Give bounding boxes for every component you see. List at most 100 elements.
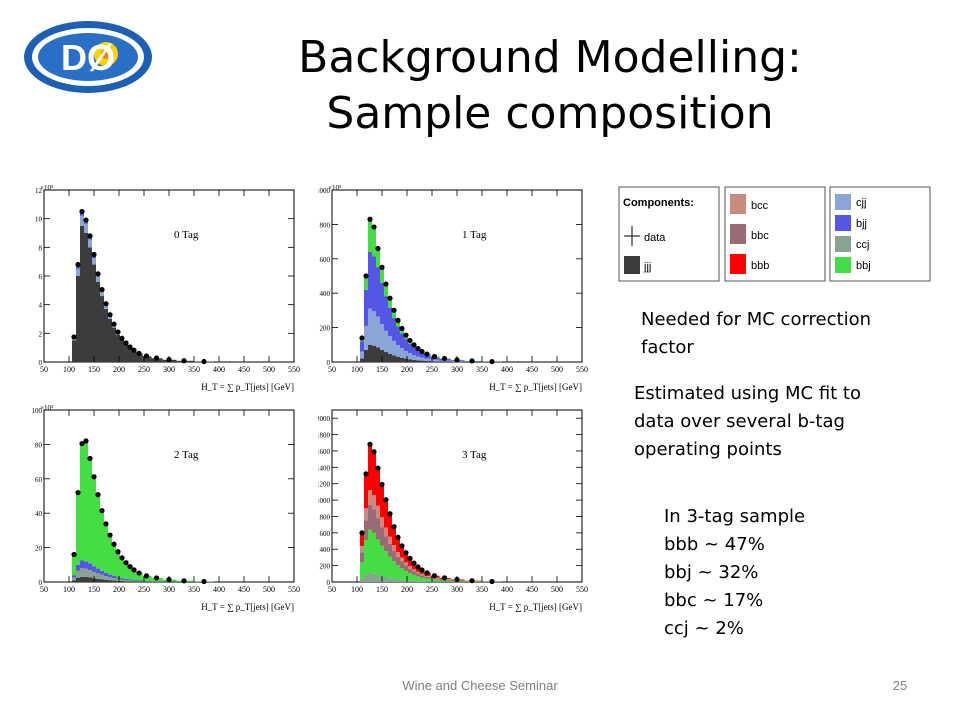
bar-cjj [430,359,440,362]
data-point [367,216,373,222]
x-axis-label: H_T = ∑ p_T[jets] [GeV] [201,602,294,612]
bar-bjj [404,339,408,351]
bar-bjj [424,355,431,359]
bar-bjj [76,564,80,571]
bar-ccj [84,568,88,578]
data-point [107,532,113,538]
y-tick-label: 80 [35,441,43,449]
bar-bjj [104,572,108,577]
bar-ccj [416,581,420,582]
bar-cjj [424,358,431,361]
data-point [431,573,438,579]
bar-bbj [388,298,392,308]
x-tick-label: 500 [551,365,563,374]
bar-bjj [100,570,104,575]
plot-title: 3 Tag [462,449,487,461]
y-tick-label: 800 [320,221,331,229]
x-tick-label: 50 [328,585,336,594]
bar-bbb [388,513,392,537]
data-point [419,348,425,355]
bar-bbj [72,554,76,576]
y-tick-label: 0 [327,579,331,587]
bar-jjj [128,348,132,362]
bar-bbb [408,558,412,567]
bar-bbj [380,545,384,577]
data-point [115,549,121,555]
bar-bjj [132,580,137,581]
data-point [419,567,425,573]
x-tick-label: 550 [576,365,588,374]
bar-cjj [412,355,416,360]
bar-bbb [400,545,404,558]
bar-bbj [376,248,380,268]
bar-bbc [400,561,404,569]
histogram-svg: 0 200 400 600 800 1000 50 100 150 200 250 300 350 400… [318,184,588,392]
data-point [399,543,405,549]
bar-bbj [360,562,364,579]
data-point [95,492,101,498]
bar-bbc [392,551,396,562]
data-point [143,573,150,579]
bar-ccj [404,580,408,582]
data-point [111,541,117,547]
bar-cjj [384,330,388,353]
histogram-svg: 0 2 4 6 8 10 12 50 100 150 200 250 300 350 400 450 500 55… [35,184,300,392]
bar-jjj [108,319,112,362]
data-point [201,358,207,365]
bar-bbj [108,535,112,575]
bar-ccj [136,581,143,582]
data-point [71,551,77,558]
bar-bbj [396,320,400,327]
bar-ccj [88,570,92,578]
plot-title: 0 Tag [174,229,199,241]
bar-cjj [76,268,80,276]
x-tick-label: 300 [163,585,175,594]
bar-ccj [364,574,368,582]
bar-bjj [384,296,388,331]
data-point [75,261,81,268]
data-point [403,550,409,556]
bar-bjj [400,333,404,349]
x-tick-label: 250 [138,585,150,594]
bar-bbj [120,557,124,579]
bar-bcc [408,566,412,569]
bar-jjj [100,579,104,582]
data-point [411,560,417,566]
data-point [119,555,125,561]
bar-bbj [84,440,88,562]
bar-bcc [420,573,425,576]
data-point [79,208,85,215]
bar-jjj [372,345,376,362]
data-point [424,351,430,357]
bar-bbj [116,551,120,578]
bar-bcc [360,545,364,553]
bar-bbc [380,527,384,546]
bar-bbj [384,284,388,297]
bar-jjj [112,580,116,582]
bar-bjj [120,578,124,580]
data-point [136,350,142,356]
bar-bjj [368,251,372,309]
bar-bbb [404,552,408,563]
legend-label-cjj: cjj [856,197,866,209]
data-point [127,344,133,350]
bar-ccj [372,573,376,582]
data-point [359,530,365,536]
data-point [399,325,405,332]
bar-bjj [408,343,412,354]
bar-bbc [360,552,364,563]
y-tick-label: 200 [320,563,331,571]
bar-bjj [112,575,116,579]
x-tick-label: 450 [238,365,250,374]
bar-jjj [396,356,400,362]
data-point [375,245,381,252]
data-point [91,474,97,480]
y-tick-label: 800 [320,513,331,521]
data-point [441,575,448,581]
bar-jjj [100,296,104,362]
legend-swatch-bjj [835,215,851,231]
y-tick-label: 1000 [318,187,331,195]
bar-bbj [384,551,388,578]
bar-jjj [96,281,100,362]
bar-jjj [416,360,420,362]
